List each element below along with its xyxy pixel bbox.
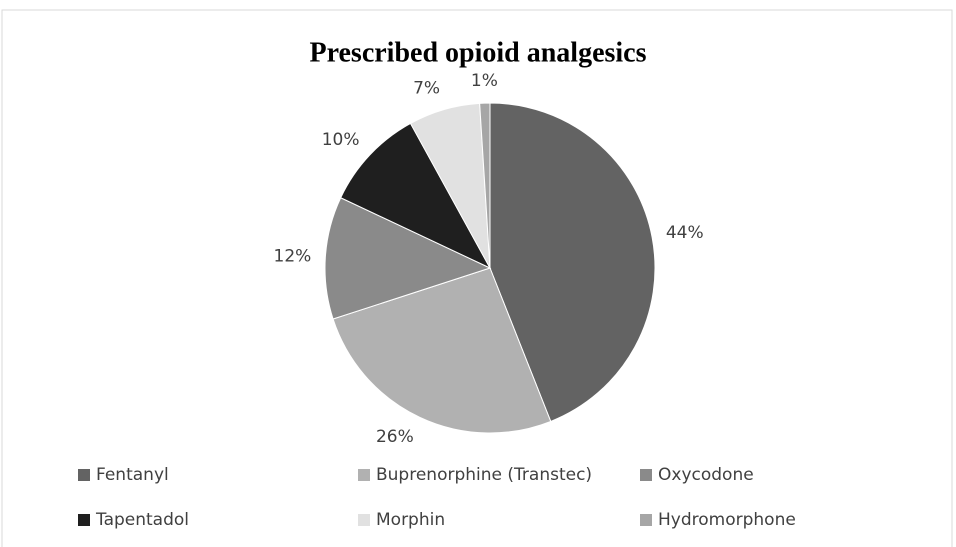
legend-label: Buprenorphine (Transtec) xyxy=(376,465,592,485)
pie-slice xyxy=(479,102,491,269)
pie-slice xyxy=(489,102,656,423)
legend-label: Hydromorphone xyxy=(658,510,796,530)
legend-swatch xyxy=(640,469,652,481)
pie-slice xyxy=(324,197,492,320)
pie-slice xyxy=(340,122,492,270)
chart-title: Prescribed opioid analgesics xyxy=(309,37,646,68)
data-label: 44% xyxy=(666,223,704,243)
legend-swatch xyxy=(78,469,90,481)
legend-label: Oxycodone xyxy=(658,465,754,485)
data-label: 1% xyxy=(471,71,498,91)
legend-swatch xyxy=(358,469,370,481)
legend-label: Tapentadol xyxy=(95,510,189,530)
legend-swatch xyxy=(78,514,90,526)
legend-swatch xyxy=(358,514,370,526)
data-label: 10% xyxy=(322,130,360,150)
legend-label: Morphin xyxy=(376,510,445,530)
data-label: 12% xyxy=(274,246,312,266)
pie-slice xyxy=(332,267,552,434)
legend-label: Fentanyl xyxy=(96,465,169,485)
data-label: 26% xyxy=(376,427,414,447)
data-label: 7% xyxy=(413,78,440,98)
legend-swatch xyxy=(640,514,652,526)
